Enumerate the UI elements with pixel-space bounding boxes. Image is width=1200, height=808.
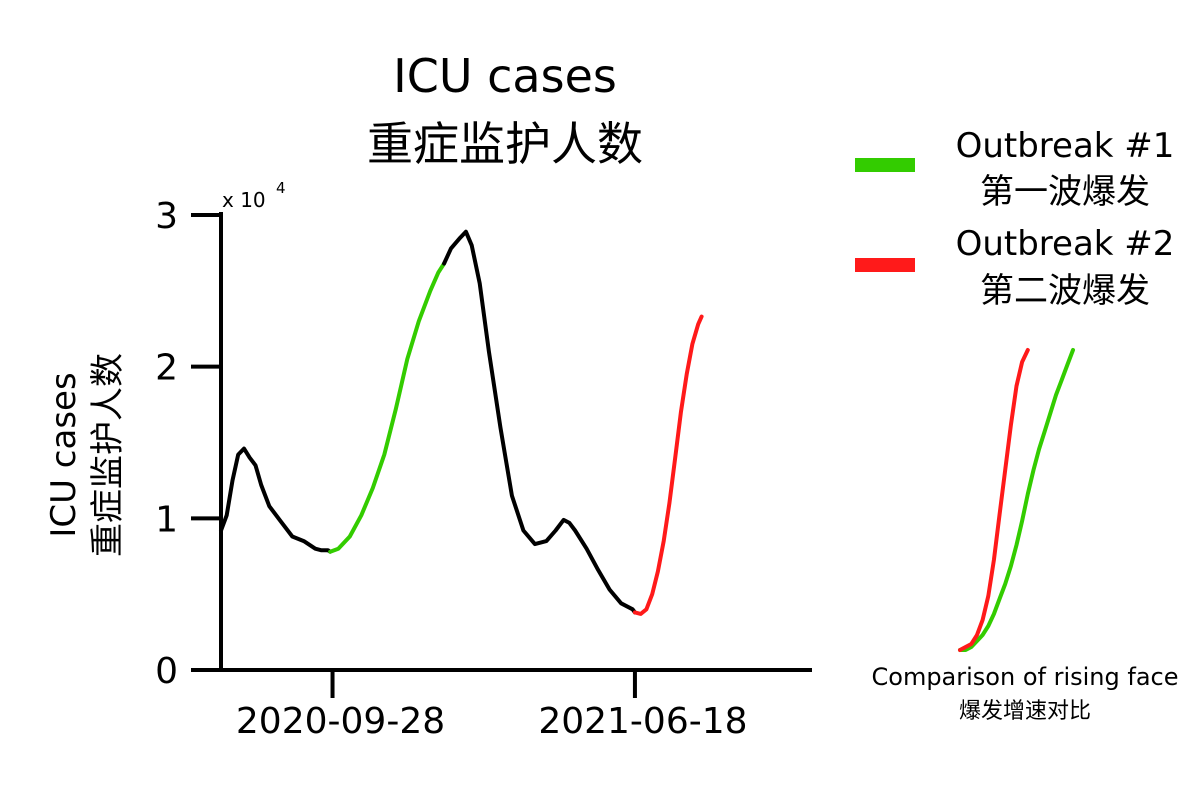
legend-label-outbreak-1: Outbreak #1 <box>956 126 1175 166</box>
x-tick-label: 2020-09-28 <box>236 701 445 742</box>
legend-sublabel-outbreak-2: 第二波爆发 <box>980 271 1150 311</box>
legend-label-outbreak-2: Outbreak #2 <box>956 224 1175 264</box>
y-axis-label: ICU cases 重症监护人数 <box>44 353 128 557</box>
series-line-baseline <box>442 229 637 615</box>
inset-caption-line1: Comparison of rising face <box>872 663 1179 691</box>
y-tick-label: 1 <box>155 499 178 540</box>
y-tick-label: 3 <box>155 196 178 237</box>
series-line-baseline <box>219 446 333 554</box>
y-axis-label-line2: 重症监护人数 <box>88 353 128 557</box>
y-tick-label: 2 <box>155 348 178 389</box>
x-tick-label: 2021-06-18 <box>538 701 747 742</box>
y-tick-label: 0 <box>155 651 178 692</box>
x-ticks: 2020-09-28 2021-06-18 <box>236 670 748 742</box>
main-series <box>219 229 704 616</box>
y-multiplier-exponent: 4 <box>276 179 286 197</box>
inset-line-outbreak-2 <box>958 348 1030 652</box>
series-line-outbreak1 <box>328 261 447 554</box>
legend-sublabel-outbreak-1: 第一波爆发 <box>980 172 1150 212</box>
inset-series <box>958 348 1075 652</box>
legend: Outbreak #1 第一波爆发 Outbreak #2 第二波爆发 <box>855 126 1174 311</box>
y-axis-label-line1: ICU cases <box>44 372 84 537</box>
series-line-outbreak2 <box>632 314 704 616</box>
y-ticks: 0 1 2 3 <box>155 196 221 692</box>
inset-caption-line2: 爆发增速对比 <box>959 699 1091 724</box>
chart-title-line1: ICU cases <box>393 49 617 103</box>
chart-title-line2: 重症监护人数 <box>367 117 643 171</box>
inset-line-outbreak-1 <box>958 348 1075 652</box>
y-multiplier-base: x 10 <box>222 188 266 212</box>
